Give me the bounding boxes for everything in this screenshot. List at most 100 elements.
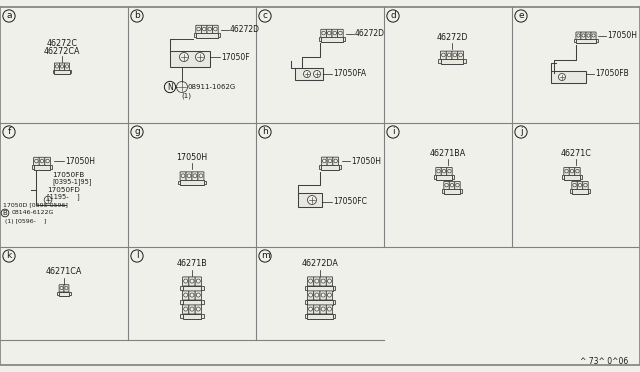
Bar	[343, 38, 345, 41]
FancyBboxPatch shape	[34, 157, 39, 166]
FancyBboxPatch shape	[452, 51, 458, 60]
Circle shape	[177, 81, 188, 93]
FancyBboxPatch shape	[314, 291, 320, 300]
Circle shape	[184, 293, 188, 297]
FancyBboxPatch shape	[320, 277, 326, 286]
Text: m: m	[260, 251, 269, 260]
Text: i: i	[392, 128, 394, 137]
Text: ^ 73^ 0^06: ^ 73^ 0^06	[580, 357, 628, 366]
Bar	[34, 165, 51, 170]
Bar	[202, 314, 204, 318]
FancyBboxPatch shape	[192, 172, 198, 180]
Circle shape	[184, 307, 188, 311]
Circle shape	[584, 183, 588, 187]
Bar	[305, 286, 307, 290]
Circle shape	[570, 169, 573, 173]
FancyBboxPatch shape	[441, 167, 447, 176]
Text: [1195-    ]: [1195- ]	[47, 193, 80, 201]
Circle shape	[436, 169, 440, 173]
Text: 17050F: 17050F	[221, 52, 250, 61]
FancyBboxPatch shape	[207, 25, 212, 33]
FancyBboxPatch shape	[212, 25, 218, 33]
Circle shape	[442, 169, 445, 173]
Bar	[570, 189, 572, 193]
FancyBboxPatch shape	[54, 63, 60, 71]
Circle shape	[582, 34, 585, 37]
Circle shape	[65, 65, 68, 68]
Text: 17050FD: 17050FD	[47, 187, 80, 193]
Bar	[576, 39, 596, 43]
FancyBboxPatch shape	[327, 157, 333, 166]
Text: 46272D: 46272D	[230, 26, 260, 35]
Bar	[460, 189, 462, 193]
Text: 17050H: 17050H	[607, 32, 637, 41]
Circle shape	[60, 286, 63, 290]
Bar	[319, 166, 321, 169]
Bar	[52, 70, 54, 73]
Bar	[564, 175, 580, 180]
Circle shape	[328, 159, 332, 163]
Text: 46272C: 46272C	[47, 38, 77, 48]
Bar	[202, 286, 204, 290]
Text: 17050H: 17050H	[177, 153, 207, 161]
Bar	[180, 286, 182, 290]
FancyBboxPatch shape	[444, 182, 449, 189]
FancyBboxPatch shape	[198, 172, 204, 180]
FancyBboxPatch shape	[440, 51, 446, 60]
Circle shape	[315, 293, 319, 297]
Circle shape	[579, 183, 582, 187]
Circle shape	[328, 279, 332, 283]
Circle shape	[44, 196, 52, 204]
Text: 17050FB: 17050FB	[52, 172, 84, 178]
FancyBboxPatch shape	[307, 305, 314, 314]
Bar	[319, 38, 321, 41]
Bar	[588, 189, 590, 193]
Bar	[442, 189, 444, 193]
Text: a: a	[6, 12, 12, 20]
Bar	[440, 59, 463, 64]
Bar	[463, 60, 465, 63]
Text: 46272D: 46272D	[355, 29, 385, 38]
Bar	[54, 70, 70, 74]
Text: 46271BA: 46271BA	[430, 148, 466, 157]
Circle shape	[46, 159, 49, 163]
FancyBboxPatch shape	[320, 291, 326, 300]
FancyBboxPatch shape	[64, 285, 69, 292]
Circle shape	[448, 169, 451, 173]
Text: B: B	[3, 210, 8, 216]
Bar	[452, 176, 454, 179]
FancyBboxPatch shape	[581, 32, 586, 39]
Text: 08911-1062G: 08911-1062G	[188, 84, 236, 90]
FancyBboxPatch shape	[333, 157, 339, 166]
Text: 17050FA: 17050FA	[333, 70, 366, 78]
Circle shape	[55, 65, 59, 68]
Bar	[333, 300, 335, 304]
FancyBboxPatch shape	[449, 182, 455, 189]
FancyBboxPatch shape	[332, 29, 338, 38]
Bar	[58, 292, 59, 295]
Circle shape	[447, 53, 451, 57]
Bar	[307, 299, 333, 305]
Bar	[574, 39, 576, 42]
FancyBboxPatch shape	[195, 291, 202, 300]
FancyBboxPatch shape	[182, 305, 189, 314]
Circle shape	[193, 174, 197, 178]
Text: [0395-1]95]: [0395-1]95]	[52, 179, 92, 185]
Text: f: f	[8, 128, 11, 137]
Bar	[444, 189, 460, 194]
FancyBboxPatch shape	[60, 63, 65, 71]
FancyBboxPatch shape	[455, 182, 460, 189]
Bar	[182, 285, 202, 291]
FancyBboxPatch shape	[446, 51, 452, 60]
Text: e: e	[518, 12, 524, 20]
FancyBboxPatch shape	[202, 25, 207, 33]
FancyBboxPatch shape	[320, 305, 326, 314]
Text: 46272D: 46272D	[436, 32, 468, 42]
Bar	[182, 314, 202, 319]
Circle shape	[321, 293, 325, 297]
Circle shape	[308, 279, 312, 283]
Circle shape	[576, 169, 579, 173]
Circle shape	[459, 53, 463, 57]
FancyBboxPatch shape	[577, 182, 583, 189]
Circle shape	[308, 307, 312, 311]
